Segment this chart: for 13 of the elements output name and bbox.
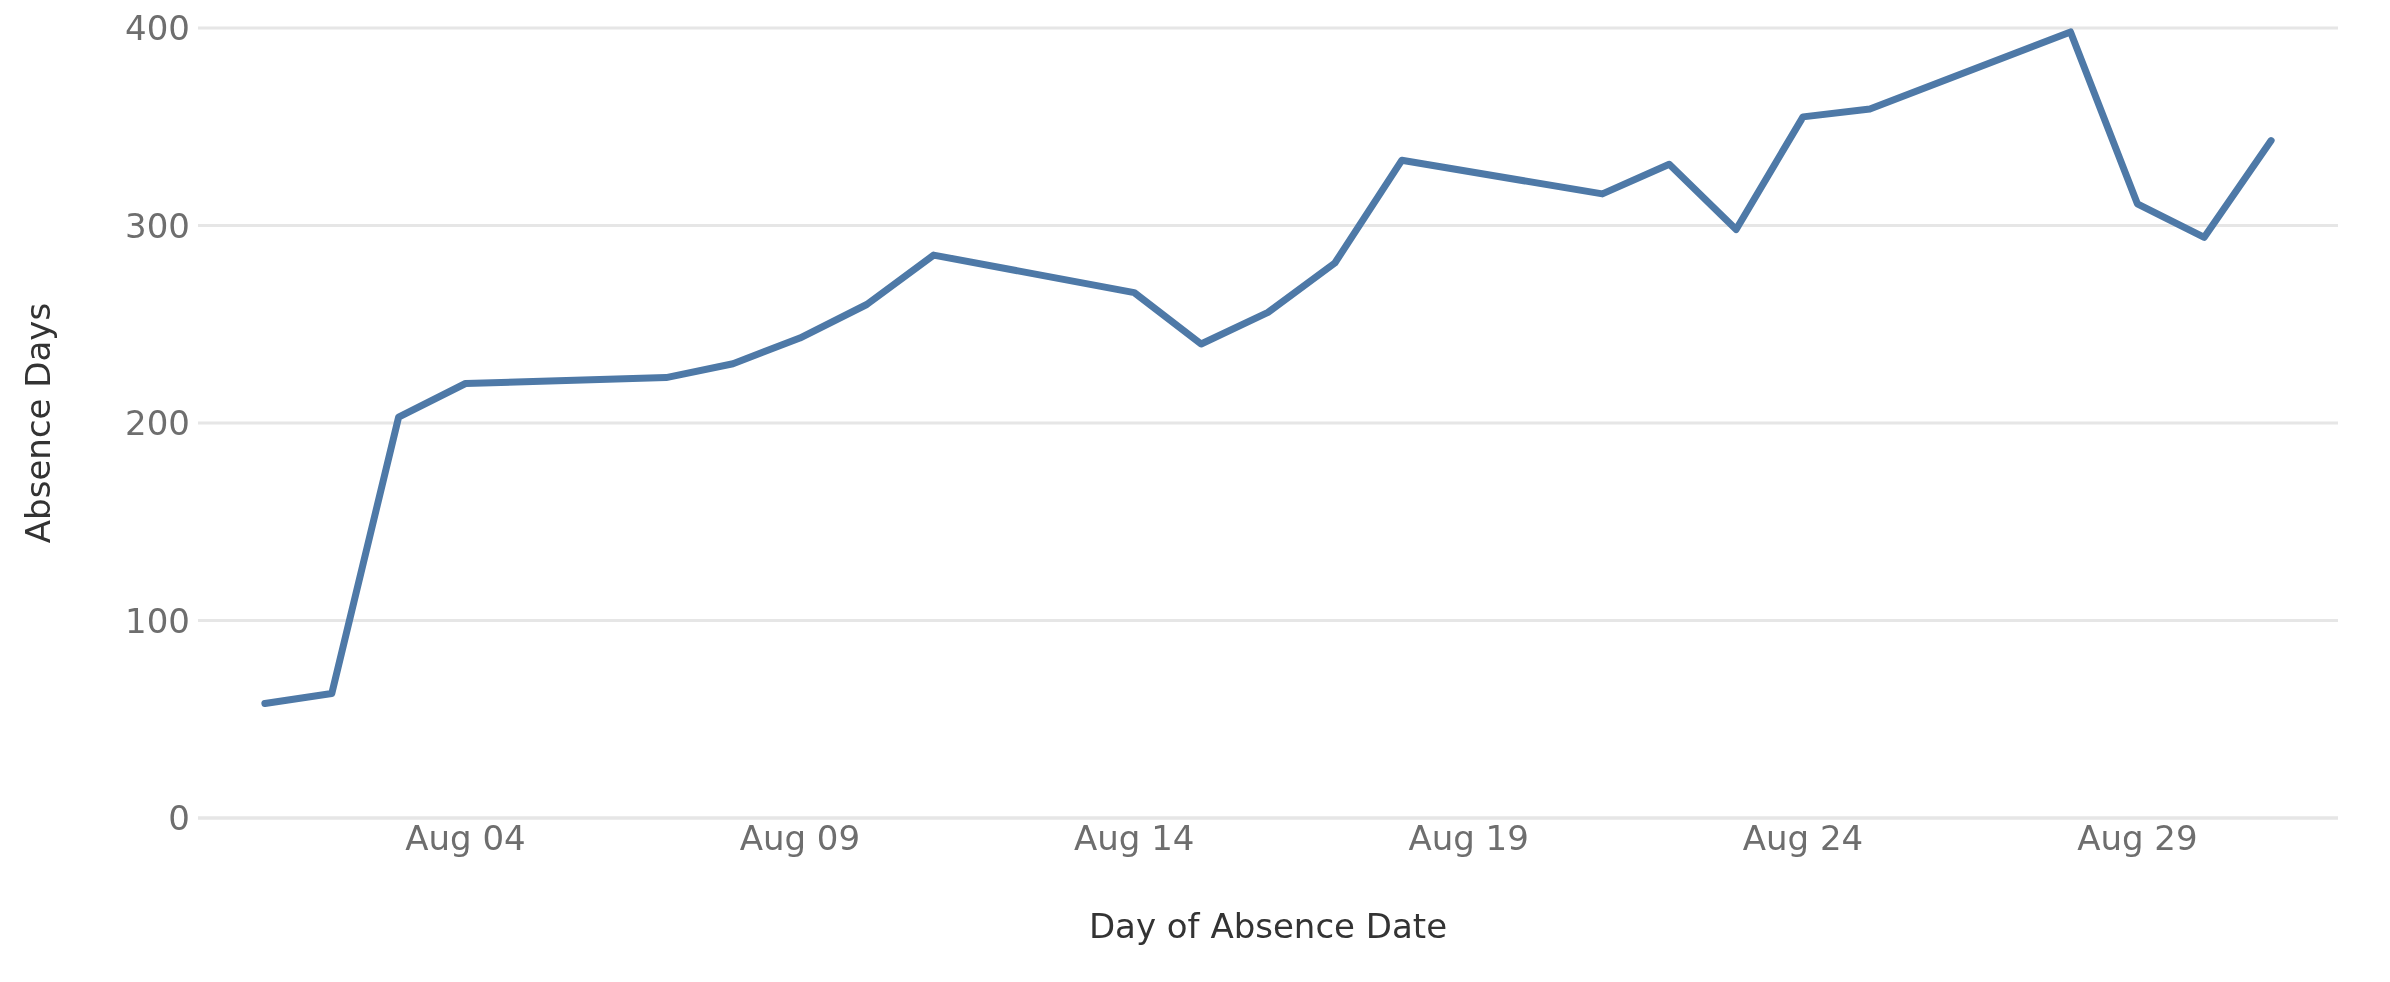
y-tick-label: 400 [125,8,190,49]
x-tick-label: Aug 19 [1408,818,1529,859]
y-tick-label: 300 [125,205,190,246]
y-tick-label: 100 [125,600,190,641]
x-tick-label: Aug 24 [1742,818,1864,859]
y-axis-title: Absence Days [18,302,59,544]
y-tick-label: 200 [125,403,190,444]
x-tick-label: Aug 09 [739,818,861,859]
y-tick-label: 0 [168,798,190,839]
x-tick-label: Aug 14 [1074,818,1195,859]
x-tick-label: Aug 29 [2077,818,2198,859]
x-axis-title: Day of Absence Date [1088,906,1448,946]
x-tick-label: Aug 04 [405,818,526,859]
